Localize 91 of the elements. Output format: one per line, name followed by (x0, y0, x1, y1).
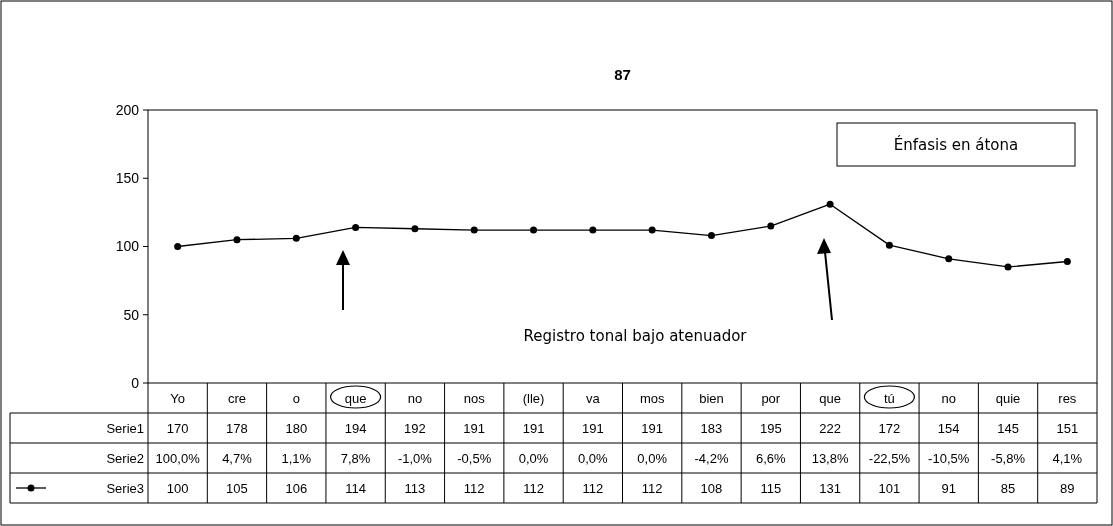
data-label: 91 (941, 480, 956, 496)
point (707, 232, 715, 240)
text: 145 (997, 420, 1019, 436)
text: -1,0% (397, 450, 432, 466)
text: -5,8% (991, 450, 1026, 466)
text: -10,5% (928, 450, 970, 466)
data-label: 113 (404, 480, 426, 496)
chart-title: 87 (614, 66, 631, 83)
data-label: 85 (1000, 480, 1016, 496)
text: 180 (285, 420, 308, 436)
x-tick-label: mos (639, 390, 665, 406)
text: 191 (463, 420, 486, 436)
text: 6,6% (755, 450, 786, 466)
x-tick-label: res (1058, 390, 1077, 406)
annotation: Registro tonal bajo atenuador (523, 327, 748, 346)
data-label: 112 (523, 480, 544, 496)
point (826, 200, 834, 208)
data-label: 112 (463, 480, 485, 496)
y-tick-label: 150 (115, 170, 140, 187)
data-label: 108 (700, 480, 723, 496)
point (767, 222, 775, 230)
y-tick-label: 200 (115, 101, 140, 118)
text: 4,7% (222, 450, 252, 466)
text: 7,8% (340, 450, 371, 466)
annotation: Énfasis en átona (893, 135, 1019, 155)
text: Serie2 (106, 450, 144, 466)
text: 4,1% (1052, 450, 1083, 466)
point (530, 226, 538, 234)
data-label: 106 (285, 480, 308, 496)
x-tick-label: o (292, 390, 300, 406)
data-label: 112 (582, 480, 604, 496)
text: 0,0% (637, 450, 667, 466)
data-label: 89 (1060, 480, 1075, 496)
data-label: 100 (166, 480, 189, 496)
text: 172 (878, 420, 901, 436)
x-tick-label: quie (995, 390, 1021, 406)
point (174, 243, 182, 250)
text: 222 (819, 420, 841, 436)
text: 13,8% (811, 450, 849, 466)
x-tick-label: cre (227, 390, 246, 406)
point (589, 226, 597, 234)
text: 100,0% (155, 450, 200, 466)
text: 151 (1056, 420, 1079, 436)
point (1004, 263, 1012, 271)
x-tick-label: nos (463, 390, 486, 406)
data-label: 115 (760, 480, 782, 496)
x-tick-label: por (761, 390, 781, 406)
x-tick-label: (lle) (522, 390, 545, 406)
text: 191 (641, 420, 664, 436)
x-tick-label: tú (883, 390, 895, 406)
text: 0,0% (518, 450, 549, 466)
x-tick-label: no (941, 390, 956, 406)
x-tick-label: que (344, 390, 367, 406)
text: 192 (404, 420, 426, 436)
point (411, 225, 419, 233)
point (1063, 258, 1071, 266)
point (945, 255, 953, 263)
text: Serie3 (106, 480, 144, 496)
text: Serie1 (106, 420, 144, 436)
data-label: 114 (345, 480, 366, 496)
text: 1,1% (281, 450, 312, 466)
point (352, 223, 360, 231)
point (233, 236, 241, 244)
y-tick-label: 50 (123, 306, 140, 323)
text: 191 (581, 420, 604, 436)
text: -0,5% (457, 450, 492, 466)
x-tick-label: bien (699, 390, 724, 406)
text: 195 (759, 420, 782, 436)
x-tick-label: no (407, 390, 423, 406)
text: 183 (700, 420, 723, 436)
text: 170 (166, 420, 189, 436)
text: -4,2% (694, 450, 729, 466)
point (470, 226, 478, 234)
data-label: 105 (226, 480, 248, 496)
x-tick-label: que (819, 390, 841, 406)
text: 154 (937, 420, 960, 436)
data-label: 112 (641, 480, 663, 496)
point (648, 226, 656, 234)
data-label: 131 (819, 480, 841, 496)
point (885, 241, 893, 249)
text: 0,0% (578, 450, 608, 466)
y-tick-label: 0 (131, 374, 140, 391)
text: 194 (344, 420, 367, 436)
text: -22,5% (868, 450, 911, 466)
y-tick-label: 100 (115, 238, 140, 255)
x-tick-label: Yo (170, 390, 186, 406)
text: 191 (522, 420, 545, 436)
x-tick-label: va (585, 390, 601, 406)
data-label: 101 (878, 480, 901, 496)
point (292, 234, 300, 242)
text: 178 (226, 420, 248, 436)
